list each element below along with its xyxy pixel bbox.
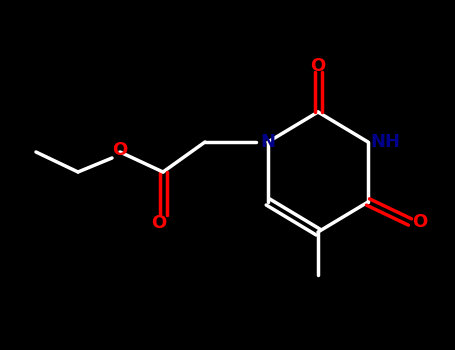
Text: O: O <box>412 213 428 231</box>
Text: N: N <box>261 133 275 151</box>
Text: O: O <box>310 57 326 75</box>
Text: NH: NH <box>370 133 400 151</box>
Text: O: O <box>152 214 167 232</box>
Text: O: O <box>112 141 127 159</box>
